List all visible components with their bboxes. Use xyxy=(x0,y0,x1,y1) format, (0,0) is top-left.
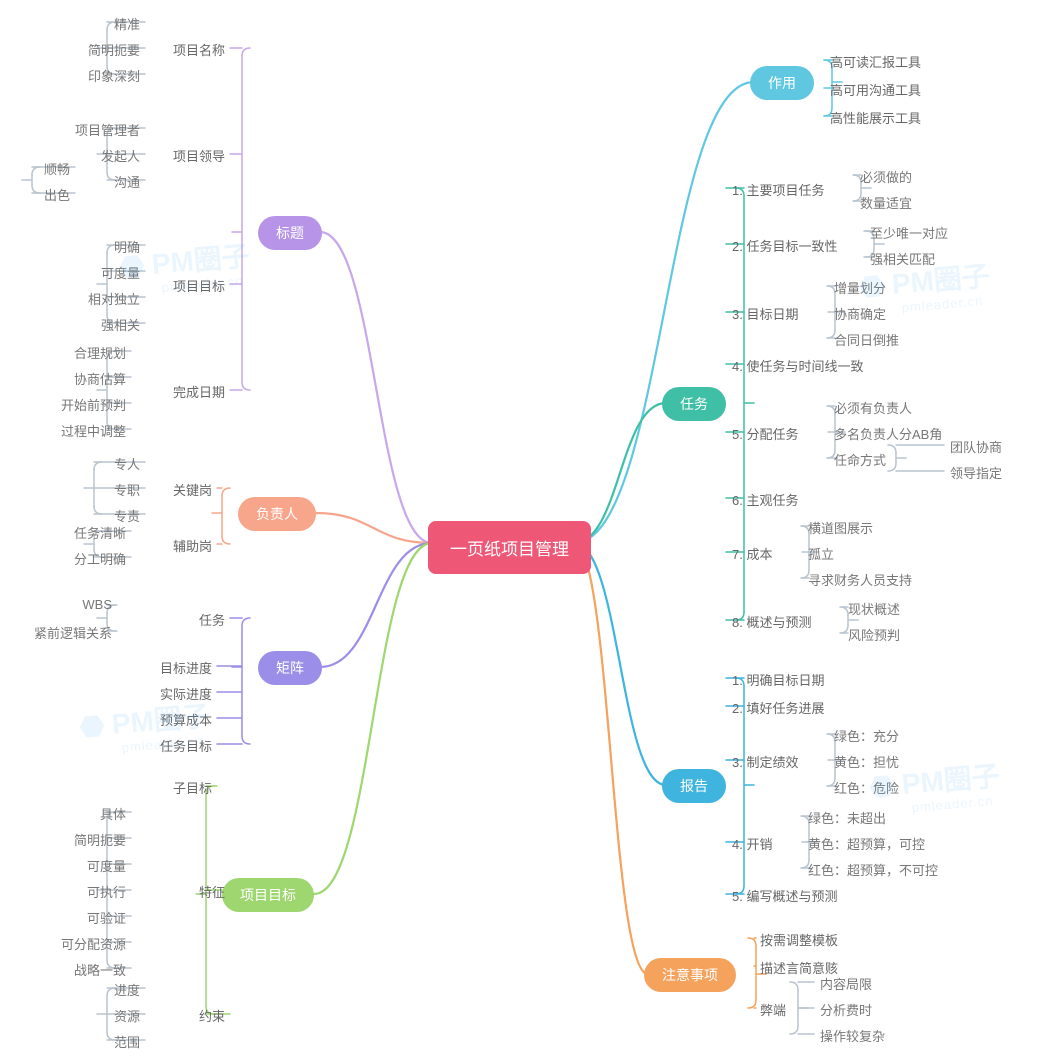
leaf-node: 分工明确 xyxy=(26,549,126,568)
leaf-node: 战略一致 xyxy=(26,960,126,979)
leaf-node: 合理规划 xyxy=(26,343,126,362)
leaf-node: 合同日倒推 xyxy=(834,330,899,349)
branch-owner: 负责人 xyxy=(238,497,316,531)
leaf-node: 资源 xyxy=(40,1006,140,1025)
leaf-node: 过程中调整 xyxy=(26,421,126,440)
branch-task: 任务 xyxy=(662,387,726,421)
leaf-node: 进度 xyxy=(40,980,140,999)
child-node: 子目标 xyxy=(102,778,212,797)
branch-title: 标题 xyxy=(258,216,322,250)
leaf-node: 印象深刻 xyxy=(40,66,140,85)
leaf-node: 操作较复杂 xyxy=(820,1026,885,1045)
child-node: 8. 概述与预测 xyxy=(732,612,811,631)
child-node: 特征 xyxy=(115,882,225,901)
subleaf-node: 顺畅 xyxy=(10,159,70,178)
center-node: 一页纸项目管理 xyxy=(428,521,591,574)
leaf-node: 分析费时 xyxy=(820,1000,872,1019)
leaf-node: 专职 xyxy=(40,480,140,499)
subleaf-node: 领导指定 xyxy=(950,463,1002,482)
leaf-node: 绿色：充分 xyxy=(834,726,899,745)
child-node: 目标进度 xyxy=(102,658,212,677)
leaf-node: 专人 xyxy=(40,454,140,473)
leaf-node: 内容局限 xyxy=(820,974,872,993)
leaf-node: 可分配资源 xyxy=(26,934,126,953)
child-node: 完成日期 xyxy=(115,382,225,401)
branch-role: 作用 xyxy=(750,66,814,100)
leaf-node: 简明扼要 xyxy=(26,830,126,849)
leaf-node: 项目管理者 xyxy=(40,120,140,139)
branch-goal: 项目目标 xyxy=(222,878,314,912)
leaf-node: 强相关 xyxy=(40,315,140,334)
leaf-node: 红色：超预算，不可控 xyxy=(808,860,938,879)
leaf-node: 任命方式 xyxy=(834,450,886,469)
leaf-node: 多名负责人分AB角 xyxy=(834,424,942,443)
leaf-node: 数量适宜 xyxy=(860,193,912,212)
child-node: 6. 主观任务 xyxy=(732,490,798,509)
subleaf-node: 团队协商 xyxy=(950,437,1002,456)
leaf-node: 必须有负责人 xyxy=(834,398,912,417)
leaf-node: 寻求财务人员支持 xyxy=(808,570,912,589)
leaf-node: 任务清晰 xyxy=(26,523,126,542)
child-node: 4. 开销 xyxy=(732,834,772,853)
leaf-node: 协商估算 xyxy=(26,369,126,388)
subleaf-node: 出色 xyxy=(10,185,70,204)
leaf-node: 孤立 xyxy=(808,544,834,563)
leaf-node: 开始前预判 xyxy=(26,395,126,414)
leaf-node: 范围 xyxy=(40,1032,140,1051)
child-node: 高可读汇报工具 xyxy=(830,52,921,71)
child-node: 7. 成本 xyxy=(732,544,772,563)
leaf-node: 至少唯一对应 xyxy=(870,223,948,242)
leaf-node: 简明扼要 xyxy=(40,40,140,59)
leaf-node: 横道图展示 xyxy=(808,518,873,537)
child-node: 3. 目标日期 xyxy=(732,304,798,323)
leaf-node: 可验证 xyxy=(26,908,126,927)
child-node: 高可用沟通工具 xyxy=(830,80,921,99)
child-node: 弊端 xyxy=(760,1000,786,1019)
child-node: 2. 任务目标一致性 xyxy=(732,236,837,255)
leaf-node: 必须做的 xyxy=(860,167,912,186)
leaf-node: 具体 xyxy=(26,804,126,823)
child-node: 按需调整模板 xyxy=(760,930,838,949)
leaf-node: 紧前逻辑关系 xyxy=(12,623,112,642)
leaf-node: 风险预判 xyxy=(848,625,900,644)
child-node: 5. 编写概述与预测 xyxy=(732,886,837,905)
child-node: 1. 明确目标日期 xyxy=(732,670,824,689)
leaf-node: 精准 xyxy=(40,14,140,33)
child-node: 3. 制定绩效 xyxy=(732,752,798,771)
branch-matrix: 矩阵 xyxy=(258,651,322,685)
child-node: 1. 主要项目任务 xyxy=(732,180,824,199)
child-node: 高性能展示工具 xyxy=(830,108,921,127)
leaf-node: 现状概述 xyxy=(848,599,900,618)
child-node: 4. 使任务与时间线一致 xyxy=(732,356,863,375)
child-node: 任务 xyxy=(115,610,225,629)
leaf-node: 黄色：超预算，可控 xyxy=(808,834,925,853)
branch-report: 报告 xyxy=(662,769,726,803)
leaf-node: WBS xyxy=(12,597,112,612)
branch-notes: 注意事项 xyxy=(644,958,736,992)
leaf-node: 可执行 xyxy=(26,882,126,901)
leaf-node: 可度量 xyxy=(26,856,126,875)
child-node: 5. 分配任务 xyxy=(732,424,798,443)
child-node: 2. 填好任务进展 xyxy=(732,698,824,717)
